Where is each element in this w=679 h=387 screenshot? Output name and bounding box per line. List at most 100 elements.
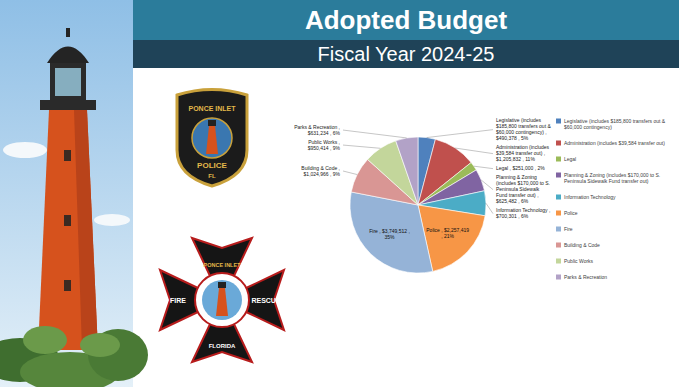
palm-foliage: [80, 333, 120, 357]
badge-text: POLICE: [197, 161, 227, 170]
header-band: [133, 0, 679, 40]
data-label-line: $950,414 , 9%: [308, 145, 341, 151]
pie-slice: [396, 137, 418, 205]
data-label: Police , $2,257,419, 21%: [426, 227, 469, 239]
data-label-line: $490,378 , 5%: [496, 135, 529, 141]
legend-label-line: Parks & Recreation: [564, 274, 607, 280]
header: Adopted Budget Fiscal Year 2024-25: [133, 0, 679, 68]
sky: [0, 0, 133, 387]
pie-plot: Police , $2,257,419, 21% Fire , $3,749,51…: [294, 117, 551, 273]
badge-text: RESCUE: [251, 297, 281, 304]
data-label: Fire , $3,749,512 ,35%: [369, 228, 410, 240]
legend-label-line: Public Works: [564, 258, 594, 264]
leader-line: [474, 166, 493, 168]
subheader-band: [133, 40, 679, 68]
legend-label: Legal: [564, 156, 576, 162]
slide: Adopted Budget Fiscal Year 2024-25 PONCE I…: [0, 0, 679, 387]
legend-label: Legislative (includes $185,800 transfers…: [564, 118, 666, 130]
legend-label-line: Police: [564, 210, 578, 216]
data-label: Information Technology ,$700,301 , 6%: [496, 207, 550, 219]
data-label-line: $700,301 , 6%: [496, 213, 529, 219]
leader-line: [343, 130, 407, 138]
badge-seal: [202, 280, 242, 320]
data-label-line: $625,482 , 6%: [496, 198, 529, 204]
legend-swatch: [556, 227, 561, 232]
legend-label: Public Works: [564, 258, 594, 264]
cloud: [94, 214, 130, 226]
legend-label-line: Peninsula Sidewalk Fund transfer out): [564, 178, 649, 184]
legend-label: Information Technology: [564, 194, 616, 200]
legend-label: Fire: [564, 226, 573, 232]
palm-foliage: [23, 326, 67, 354]
cloud: [3, 142, 47, 158]
police-badge: PONCE INLET POLICE FL: [177, 90, 247, 187]
data-label: Parks & Recreation ,$631,234 , 6%: [294, 124, 340, 136]
data-label: Planning & Zoning(includes $170,000 to S…: [496, 174, 550, 204]
leader-line: [343, 171, 357, 175]
legend-label: Parks & Recreation: [564, 274, 607, 280]
legend-label-line: Information Technology: [564, 194, 616, 200]
legend-label-line: Fire: [564, 226, 573, 232]
finial: [66, 28, 70, 37]
badge-text: PONCE INLET: [188, 105, 236, 112]
badge-text: FIRE: [170, 297, 186, 304]
badge-lantern: [218, 282, 226, 288]
tower-shade: [74, 110, 98, 350]
data-label: Administration (includes$39,584 transfer…: [496, 144, 550, 162]
data-label: Public Works ,$950,414 , 9%: [308, 139, 341, 151]
legend-swatch: [556, 275, 561, 280]
data-label: Legal , $251,000 , 2%: [496, 165, 545, 171]
badge-seal: [192, 118, 232, 158]
lighthouse-photo: [0, 0, 148, 387]
lantern: [50, 62, 86, 100]
legend-swatch: [556, 259, 561, 264]
legend-swatch: [556, 119, 561, 124]
legend-swatch: [556, 211, 561, 216]
badge-lighthouse: [216, 288, 228, 316]
leader-line: [343, 145, 380, 148]
data-label-line: , 21%: [441, 233, 454, 239]
badge-lantern: [208, 120, 216, 126]
leader-line: [486, 203, 493, 213]
leader-line: [427, 130, 493, 138]
legend-swatch: [556, 157, 561, 162]
data-label-line: Legal , $251,000 , 2%: [496, 165, 545, 171]
legend-label-line: $60,000 contingency): [564, 124, 612, 130]
badge-ring: [195, 273, 249, 327]
background: [0, 0, 679, 387]
gallery: [40, 100, 96, 110]
data-label-line: 35%: [385, 234, 396, 240]
title: Adopted Budget: [305, 5, 508, 35]
legend-swatch: [556, 141, 561, 146]
leader-line: [455, 148, 493, 154]
data-labels: Police , $2,257,419, 21% Fire , $3,749,51…: [294, 117, 551, 240]
window: [64, 150, 71, 161]
legend-swatch: [556, 243, 561, 248]
badge-text: FLORIDA: [209, 343, 236, 349]
legend-label: Planning & Zoning (includes $170,000 to …: [564, 172, 660, 184]
pie-slice: [350, 192, 433, 273]
subtitle: Fiscal Year 2024-25: [318, 43, 495, 65]
dome: [47, 47, 89, 64]
legend-label: Police: [564, 210, 578, 216]
data-label-line: $1,024,966 , 9%: [304, 171, 341, 177]
data-label-line: $1,205,832 , 11%: [496, 156, 535, 162]
legend-label: Administration (includes $39,584 transfe…: [564, 140, 665, 146]
leader-line: [481, 180, 493, 190]
legend-label-line: Legal: [564, 156, 576, 162]
window: [64, 215, 71, 226]
legend-label: Building & Code: [564, 242, 600, 248]
data-label: Building & Code ,$1,024,966 , 9%: [301, 165, 340, 177]
legend-swatch: [556, 173, 561, 178]
badge-shield: [177, 90, 247, 187]
badge-text: FL: [208, 173, 216, 179]
legend-swatch: [556, 195, 561, 200]
tower: [38, 110, 98, 350]
lantern-glass: [55, 68, 81, 96]
legend-label-line: Administration (includes $39,584 transfe…: [564, 140, 665, 146]
badge-text: PONCE INLET: [204, 262, 242, 268]
legend: Legislative (includes $185,800 transfers…: [556, 118, 666, 280]
data-label-line: $631,234 , 6%: [308, 130, 341, 136]
fire-badge: PONCE INLET FIRE RESCUE FLORIDA: [160, 238, 284, 362]
legend-label-line: Building & Code: [564, 242, 600, 248]
